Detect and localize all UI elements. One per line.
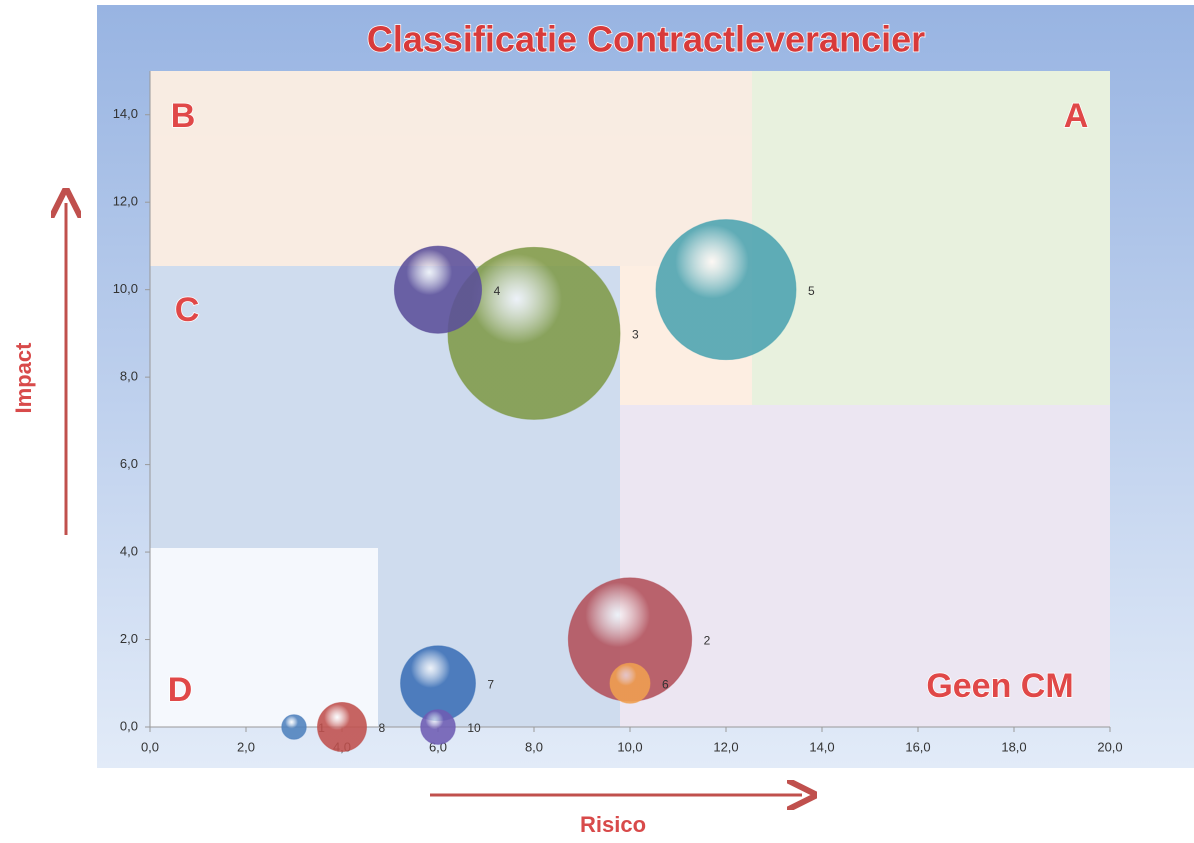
x-tick-label: 20,0 xyxy=(1097,739,1122,754)
bubble xyxy=(447,246,621,420)
bubble xyxy=(609,662,651,704)
x-axis-label: Risico xyxy=(580,812,646,837)
bubble xyxy=(281,714,307,740)
x-tick-label: 0,0 xyxy=(141,739,159,754)
data-label: 7 xyxy=(487,677,494,691)
data-label: 3 xyxy=(632,328,639,342)
x-tick-label: 14,0 xyxy=(809,739,834,754)
data-label: 4 xyxy=(494,284,501,298)
region-a xyxy=(752,71,1110,405)
y-axis-label: Impact xyxy=(11,342,36,414)
region-label: D xyxy=(168,671,193,709)
region-b xyxy=(150,71,752,266)
bubble xyxy=(393,245,483,334)
x-tick-label: 12,0 xyxy=(713,739,738,754)
x-tick-label: 16,0 xyxy=(905,739,930,754)
y-tick-label: 2,0 xyxy=(120,631,138,646)
region-label: C xyxy=(175,291,200,329)
data-label: 10 xyxy=(467,721,481,735)
region-label: A xyxy=(1064,97,1089,135)
y-tick-label: 12,0 xyxy=(113,194,138,209)
y-tick-label: 8,0 xyxy=(120,369,138,384)
x-tick-label: 18,0 xyxy=(1001,739,1026,754)
x-tick-label: 8,0 xyxy=(525,739,543,754)
chart-title: Classificatie Contractleverancier xyxy=(367,19,925,60)
region-d xyxy=(150,548,378,727)
data-label: 2 xyxy=(704,634,711,648)
y-tick-label: 6,0 xyxy=(120,456,138,471)
bubble xyxy=(655,219,797,361)
y-tick-label: 0,0 xyxy=(120,718,138,733)
region-geen xyxy=(620,405,1110,727)
y-tick-label: 14,0 xyxy=(113,106,138,121)
bubble xyxy=(317,702,367,752)
region-label: B xyxy=(171,97,196,135)
bubble xyxy=(420,709,456,745)
data-label: 6 xyxy=(662,677,669,691)
x-tick-label: 10,0 xyxy=(617,739,642,754)
y-tick-label: 4,0 xyxy=(120,544,138,559)
data-label: 5 xyxy=(808,284,815,298)
y-tick-label: 10,0 xyxy=(113,281,138,296)
x-tick-label: 2,0 xyxy=(237,739,255,754)
data-label: 8 xyxy=(378,721,385,735)
region-label: Geen CM xyxy=(926,667,1073,705)
